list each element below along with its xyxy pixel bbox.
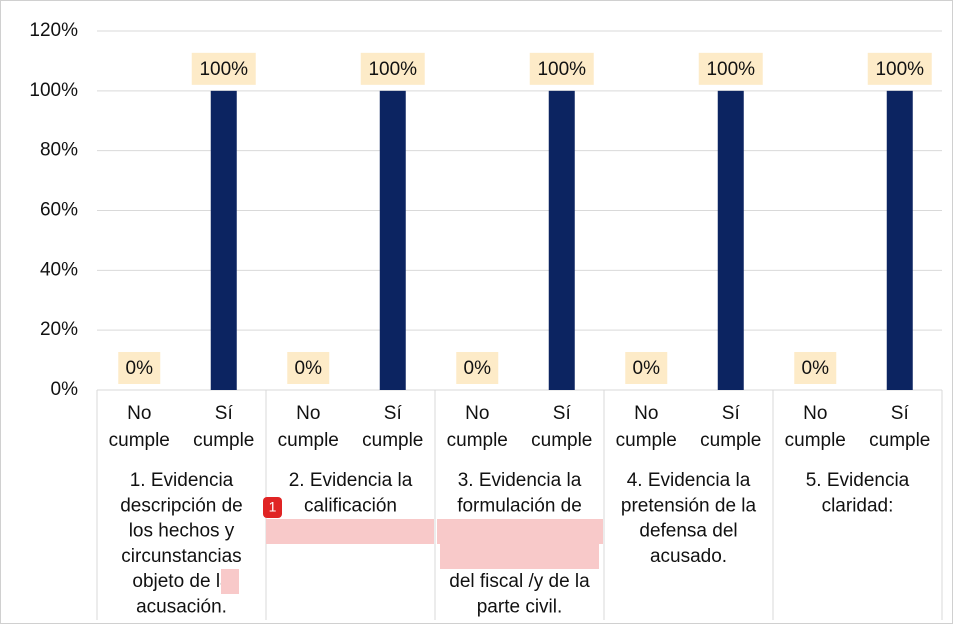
x-tick-label: cumple bbox=[616, 430, 677, 451]
group-label: 3. Evidencia la bbox=[458, 470, 582, 491]
group-label: del fiscal /y de la bbox=[449, 571, 590, 592]
bar bbox=[717, 90, 744, 390]
x-tick-label: Sí bbox=[722, 403, 741, 424]
data-label-bg bbox=[794, 352, 837, 384]
data-label: 0% bbox=[126, 358, 154, 379]
data-label: 100% bbox=[875, 59, 924, 80]
x-tick-label: cumple bbox=[531, 430, 592, 451]
group-label: defensa del bbox=[639, 521, 737, 542]
highlight bbox=[221, 569, 239, 594]
group-label: 2. Evidencia la bbox=[289, 470, 413, 491]
data-label: 100% bbox=[706, 59, 755, 80]
x-tick-label: No bbox=[465, 403, 489, 424]
data-label-bg bbox=[867, 52, 932, 85]
x-tick-label: Sí bbox=[215, 403, 234, 424]
x-tick-label: cumple bbox=[193, 430, 254, 451]
badge-text: 1 bbox=[269, 499, 277, 515]
highlight bbox=[266, 519, 434, 544]
highlights: 1 bbox=[221, 497, 603, 594]
data-label-bg bbox=[118, 352, 161, 384]
badge bbox=[263, 497, 282, 518]
group-label: circunstancias bbox=[121, 546, 241, 567]
data-label-bg bbox=[529, 52, 594, 85]
data-label-bg bbox=[360, 52, 425, 85]
y-tick-label: 40% bbox=[40, 259, 78, 280]
x-tick-label: No bbox=[634, 403, 658, 424]
group-label: pretensión de la bbox=[621, 495, 757, 516]
x-tick-label: cumple bbox=[785, 430, 846, 451]
highlight bbox=[440, 544, 599, 569]
group-label: formulación de bbox=[457, 495, 582, 516]
y-tick-label: 0% bbox=[51, 379, 79, 400]
data-label: 0% bbox=[295, 358, 323, 379]
x-tick-label: cumple bbox=[869, 430, 930, 451]
group-label: parte civil. bbox=[477, 597, 563, 618]
bar bbox=[379, 90, 406, 390]
x-tick-label: Sí bbox=[553, 403, 572, 424]
data-label-bg bbox=[191, 52, 256, 85]
y-tick-label: 100% bbox=[29, 80, 78, 101]
x-tick-label: Sí bbox=[384, 403, 403, 424]
data-label: 0% bbox=[633, 358, 661, 379]
group-label: objeto de la bbox=[132, 571, 231, 592]
group-label: 4. Evidencia la bbox=[627, 470, 751, 491]
group-label: acusado. bbox=[650, 546, 727, 567]
data-label: 0% bbox=[464, 358, 492, 379]
x-tick-label: cumple bbox=[278, 430, 339, 451]
group-label: claridad: bbox=[822, 495, 894, 516]
x-tick-label: No bbox=[803, 403, 827, 424]
x-tick-label: cumple bbox=[109, 430, 170, 451]
x-tick-label: No bbox=[296, 403, 320, 424]
bar bbox=[886, 90, 913, 390]
bar bbox=[548, 90, 575, 390]
group-label: 1. Evidencia bbox=[130, 470, 234, 491]
x-tick-label: cumple bbox=[700, 430, 761, 451]
y-tick-label: 60% bbox=[40, 200, 78, 221]
group-label: descripción de bbox=[120, 495, 243, 516]
data-label: 100% bbox=[199, 59, 248, 80]
data-label-bg bbox=[456, 352, 499, 384]
data-label: 0% bbox=[802, 358, 830, 379]
group-label: acusación. bbox=[136, 597, 227, 618]
x-tick-label: cumple bbox=[447, 430, 508, 451]
data-label-bg bbox=[287, 352, 330, 384]
x-tick-label: Sí bbox=[891, 403, 910, 424]
bar bbox=[210, 90, 237, 390]
x-tick-label: cumple bbox=[362, 430, 423, 451]
y-tick-label: 120% bbox=[29, 20, 78, 41]
data-label: 100% bbox=[537, 59, 586, 80]
data-label: 100% bbox=[368, 59, 417, 80]
data-label-bg bbox=[698, 52, 763, 85]
data-label-bg bbox=[625, 352, 668, 384]
group-label: calificación bbox=[304, 495, 397, 516]
highlight bbox=[437, 519, 603, 544]
y-tick-label: 20% bbox=[40, 319, 78, 340]
group-label: 5. Evidencia bbox=[806, 470, 910, 491]
x-tick-label: No bbox=[127, 403, 151, 424]
group-label: los hechos y bbox=[129, 521, 235, 542]
y-tick-label: 80% bbox=[40, 140, 78, 161]
